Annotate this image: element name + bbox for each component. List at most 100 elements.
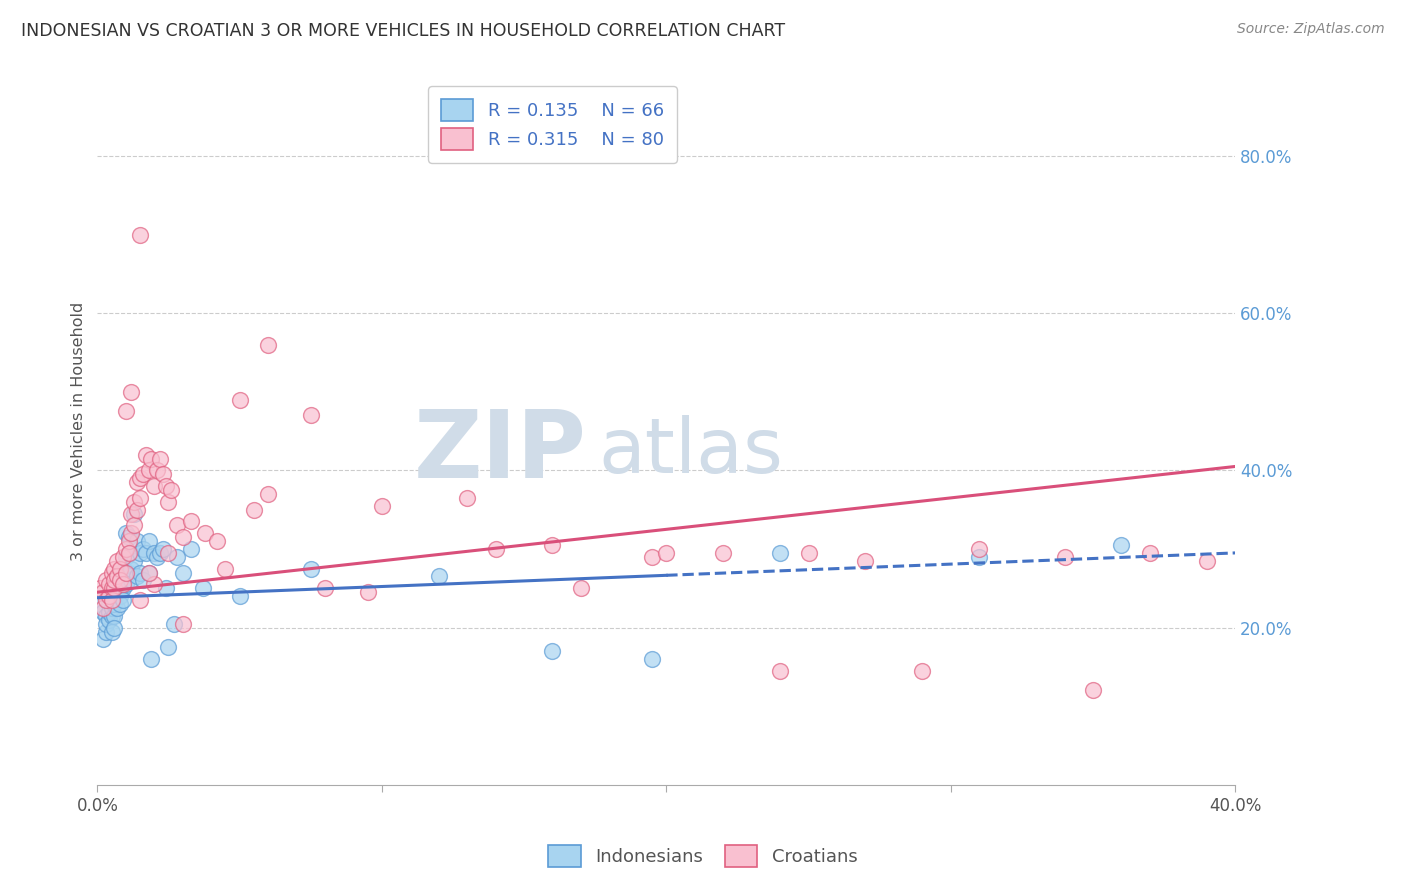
Point [105, 601, 128, 615]
Point [769, 664, 792, 678]
Point [124, 554, 146, 568]
Point [121, 561, 143, 575]
Point [100, 601, 122, 615]
Text: ZIP: ZIP [413, 407, 586, 499]
Point [569, 582, 592, 596]
Point [205, 534, 228, 549]
Point [108, 574, 131, 588]
Point [484, 541, 506, 556]
Point [132, 467, 155, 482]
Point [129, 566, 152, 580]
Point [100, 582, 122, 596]
Point [111, 549, 134, 564]
Point [97, 605, 120, 619]
Point [1053, 549, 1076, 564]
Point [121, 384, 143, 399]
Point [146, 463, 169, 477]
Point [105, 574, 128, 588]
Point [91, 601, 114, 615]
Point [641, 652, 664, 666]
Legend: R = 0.135    N = 66, R = 0.315    N = 80: R = 0.135 N = 66, R = 0.315 N = 80 [429, 87, 676, 163]
Point [427, 569, 450, 583]
Point [127, 502, 149, 516]
Point [172, 616, 194, 631]
Point [114, 549, 136, 564]
Point [143, 546, 166, 560]
Point [94, 624, 117, 639]
Point [132, 541, 155, 556]
Point [967, 549, 990, 564]
Point [314, 582, 336, 596]
Point [103, 582, 125, 596]
Point [1111, 538, 1133, 552]
Point [100, 608, 122, 623]
Text: atlas: atlas [598, 416, 783, 490]
Point [124, 518, 146, 533]
Point [155, 582, 177, 596]
Point [180, 541, 202, 556]
Legend: Indonesians, Croatians: Indonesians, Croatians [541, 838, 865, 874]
Point [105, 569, 128, 583]
Point [103, 574, 125, 588]
Point [100, 566, 122, 580]
Point [152, 541, 174, 556]
Text: INDONESIAN VS CROATIAN 3 OR MORE VEHICLES IN HOUSEHOLD CORRELATION CHART: INDONESIAN VS CROATIAN 3 OR MORE VEHICLE… [21, 22, 785, 40]
Point [157, 640, 180, 655]
Point [129, 491, 152, 505]
Point [111, 577, 134, 591]
Point [769, 546, 792, 560]
Point [91, 585, 114, 599]
Point [127, 475, 149, 490]
Point [114, 566, 136, 580]
Point [456, 491, 478, 505]
Point [114, 577, 136, 591]
Point [129, 546, 152, 560]
Point [94, 574, 117, 588]
Point [155, 479, 177, 493]
Point [541, 538, 564, 552]
Point [94, 593, 117, 607]
Point [108, 597, 131, 611]
Point [111, 582, 134, 596]
Point [180, 515, 202, 529]
Point [97, 597, 120, 611]
Point [138, 534, 160, 549]
Point [138, 463, 160, 477]
Point [117, 530, 139, 544]
Point [711, 546, 734, 560]
Text: Source: ZipAtlas.com: Source: ZipAtlas.com [1237, 22, 1385, 37]
Point [111, 593, 134, 607]
Point [91, 632, 114, 647]
Point [172, 566, 194, 580]
Point [157, 546, 180, 560]
Point [141, 652, 163, 666]
Point [160, 483, 183, 497]
Point [141, 451, 163, 466]
Point [124, 495, 146, 509]
Point [121, 507, 143, 521]
Point [855, 554, 877, 568]
Point [911, 664, 934, 678]
Point [124, 507, 146, 521]
Point [143, 479, 166, 493]
Point [1195, 554, 1218, 568]
Point [132, 574, 155, 588]
Point [172, 530, 194, 544]
Point [641, 549, 664, 564]
Point [121, 574, 143, 588]
Point [1139, 546, 1161, 560]
Point [129, 471, 152, 485]
Point [1081, 683, 1104, 698]
Point [129, 593, 152, 607]
Point [121, 526, 143, 541]
Point [94, 608, 117, 623]
Point [97, 613, 120, 627]
Point [257, 337, 280, 351]
Point [135, 546, 157, 560]
Point [114, 566, 136, 580]
Point [541, 644, 564, 658]
Y-axis label: 3 or more Vehicles in Household: 3 or more Vehicles in Household [72, 301, 86, 561]
Point [257, 487, 280, 501]
Point [143, 577, 166, 591]
Point [371, 499, 394, 513]
